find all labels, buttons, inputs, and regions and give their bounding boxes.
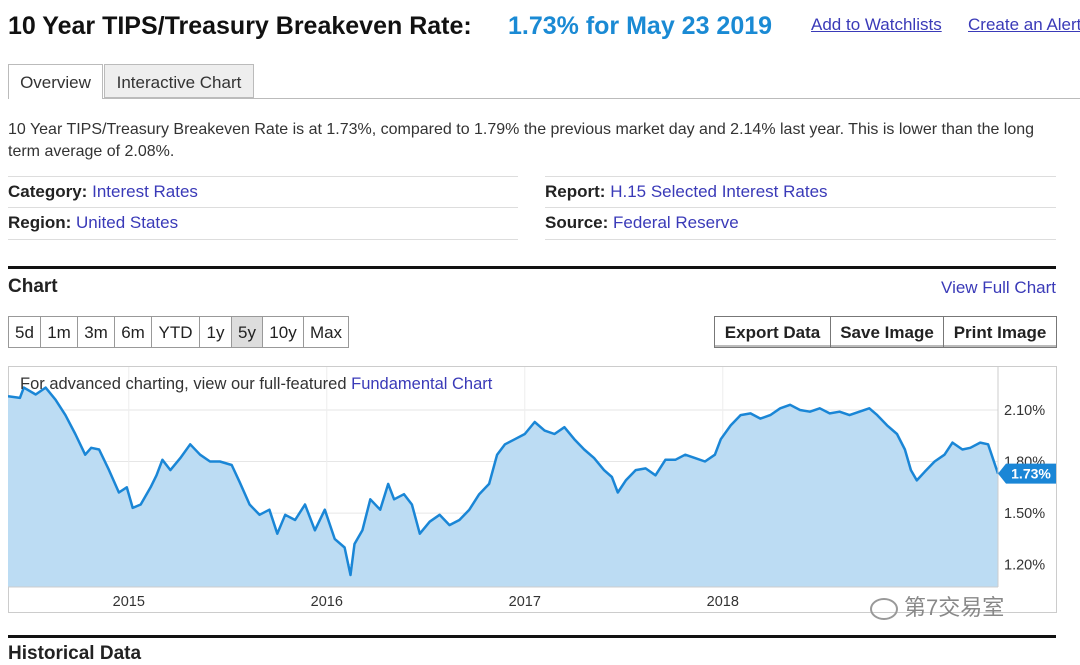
range-button[interactable]: YTD	[151, 316, 200, 348]
meta-label: Region:	[8, 213, 72, 232]
action-button[interactable]: Export Data	[714, 316, 831, 348]
range-button[interactable]: 6m	[114, 316, 152, 348]
y-tick-label: 1.50%	[1004, 506, 1045, 522]
watermark-text: 第7交易室	[904, 595, 1005, 620]
meta-row: Report: H.15 Selected Interest Rates	[545, 182, 828, 202]
meta-value[interactable]: Interest Rates	[92, 182, 198, 201]
range-button[interactable]: 5d	[8, 316, 41, 348]
y-tick-label: 2.10%	[1004, 403, 1045, 419]
meta-value[interactable]: United States	[76, 213, 179, 232]
action-button[interactable]: Print Image	[943, 316, 1057, 348]
action-button[interactable]: Save Image	[830, 316, 944, 348]
meta-label: Source:	[545, 213, 609, 232]
meta-row: Region: United States	[8, 213, 178, 233]
range-button[interactable]: 1m	[40, 316, 78, 348]
meta-label: Report:	[545, 182, 606, 201]
range-button[interactable]: Max	[303, 316, 349, 348]
section-title: Chart	[8, 276, 58, 297]
view-full-link[interactable]: View Full Chart	[941, 278, 1056, 297]
current-value: 1.73% for May 23 2019	[508, 12, 773, 40]
section-rule	[8, 635, 1056, 638]
meta-row: Source: Federal Reserve	[545, 213, 739, 233]
range-button[interactable]: 10y	[262, 316, 304, 348]
x-tick-label: 2016	[311, 594, 343, 610]
tab[interactable]: Overview	[8, 64, 103, 99]
watchlist-link[interactable]: Add to Watchlists	[811, 15, 942, 34]
range-button[interactable]: 5y	[231, 316, 263, 348]
x-tick-label: 2015	[113, 594, 145, 610]
range-button[interactable]: 3m	[77, 316, 115, 348]
notice-text: For advanced charting, view our full-fea…	[20, 375, 347, 393]
alert-link[interactable]: Create an Alert	[968, 15, 1080, 34]
section-rule	[8, 266, 1056, 269]
section-title: Historical Data	[8, 643, 142, 664]
description: 10 Year TIPS/Treasury Breakeven Rate is …	[8, 121, 1035, 160]
meta-value[interactable]: H.15 Selected Interest Rates	[610, 182, 828, 201]
y-tick-label: 1.20%	[1004, 558, 1045, 574]
tab[interactable]: Interactive Chart	[104, 64, 254, 98]
last-value-marker	[998, 463, 1056, 484]
x-tick-label: 2018	[707, 594, 739, 610]
chart: 1.20%1.50%1.80%2.10%2015 2016 2017 20181.73…	[8, 366, 1057, 613]
line	[8, 386, 1000, 577]
meta-label: Category:	[8, 182, 88, 201]
page-title: 10 Year TIPS/Treasury Breakeven Rate:	[8, 12, 472, 40]
notice-link[interactable]: Fundamental Chart	[351, 375, 493, 393]
x-tick-label: 2017	[509, 594, 541, 610]
meta-value[interactable]: Federal Reserve	[613, 213, 739, 232]
chart-notice: For advanced charting, view our full-fea…	[20, 375, 493, 393]
page: 10 Year TIPS/Treasury Breakeven Rate: 1.…	[8, 12, 1080, 664]
range-button[interactable]: 1y	[199, 316, 232, 348]
watermark: 第7交易室	[870, 590, 1004, 622]
area	[8, 387, 998, 587]
last-value-label: 1.73%	[1011, 466, 1051, 482]
plot: 1.20%1.50%1.80%2.10%2015 2016 2017 20181.73…	[8, 367, 1056, 610]
meta-row: Category: Interest Rates	[8, 182, 198, 202]
